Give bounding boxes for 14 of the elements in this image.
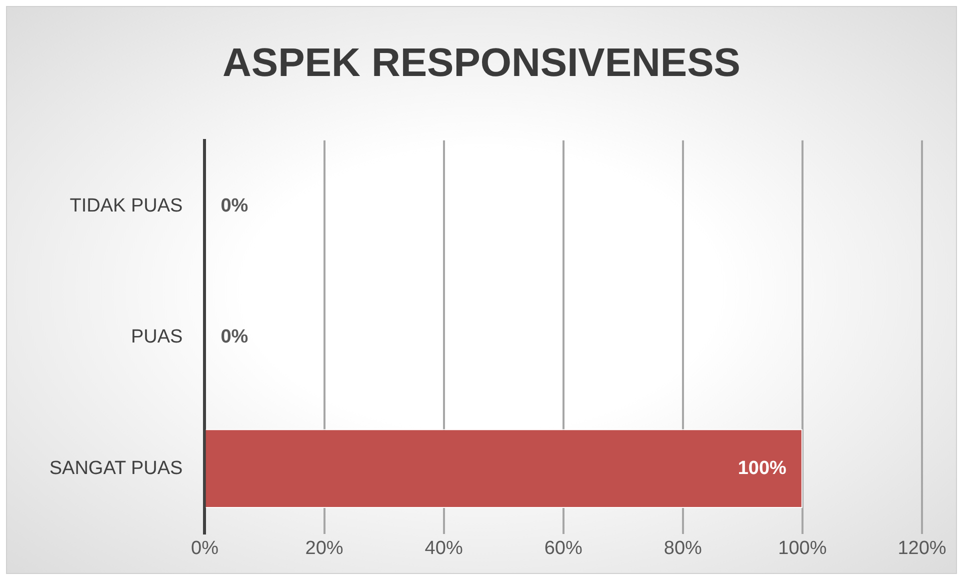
x-tick-label: 40% bbox=[424, 538, 463, 559]
x-tick-label: 60% bbox=[544, 538, 582, 559]
x-tick-label: 100% bbox=[778, 538, 827, 559]
x-tick-label: 0% bbox=[191, 538, 219, 559]
chart-title: ASPEK RESPONSIVENESS bbox=[222, 41, 742, 86]
data-label: 0% bbox=[220, 326, 248, 348]
data-label: 100% bbox=[738, 458, 787, 479]
data-label: 0% bbox=[220, 195, 248, 216]
y-tick-label: PUAS bbox=[130, 326, 183, 348]
y-tick-label: TIDAK PUAS bbox=[70, 195, 183, 216]
x-tick-label: 80% bbox=[664, 538, 702, 559]
x-tick-label: 20% bbox=[305, 538, 344, 559]
x-tick-label: 120% bbox=[898, 538, 946, 559]
y-tick-label: SANGAT PUAS bbox=[49, 458, 183, 479]
